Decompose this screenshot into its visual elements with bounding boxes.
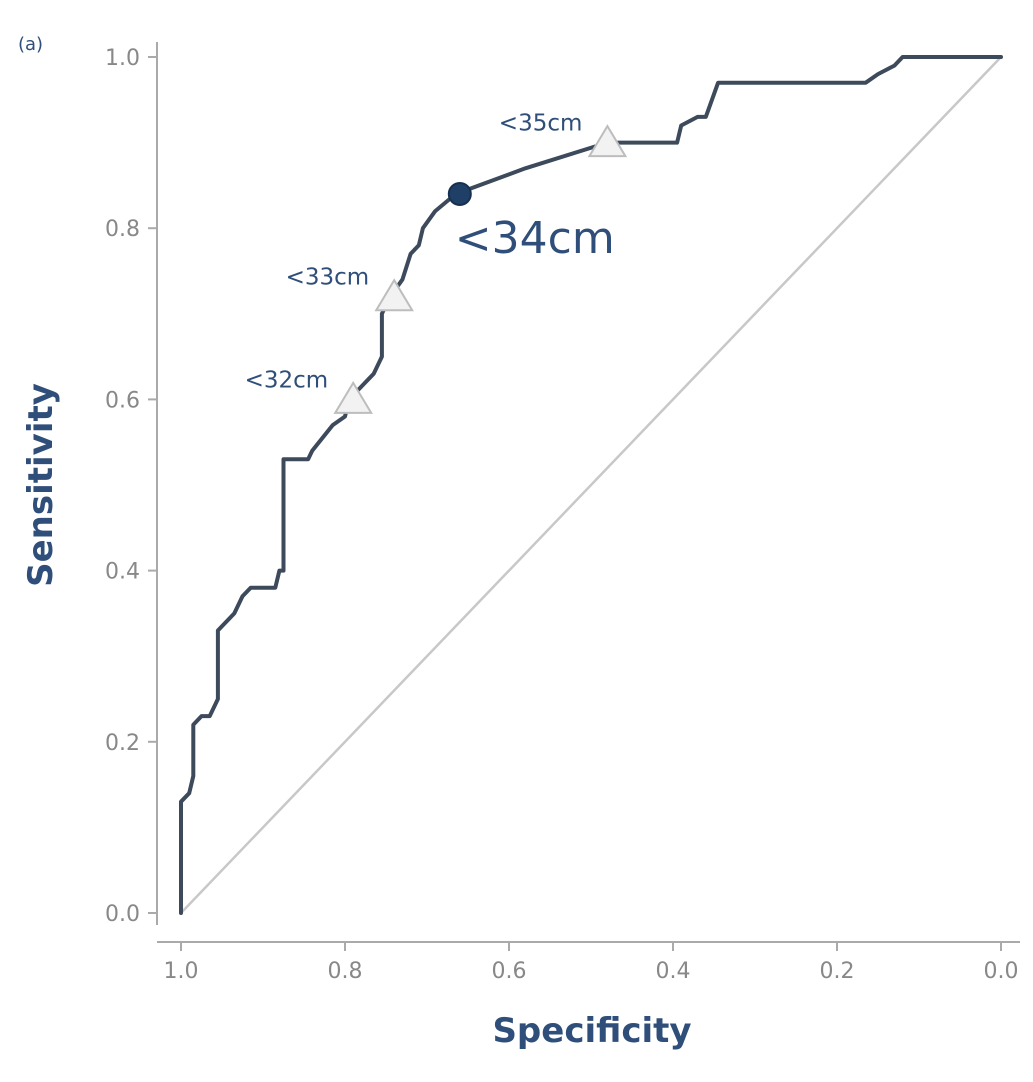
cutoff-marker-circle — [447, 181, 472, 206]
y-tick-label: 0.6 — [105, 388, 140, 413]
x-axis-title: Specificity — [492, 1011, 691, 1051]
y-axis-title: Sensitivity — [21, 383, 61, 587]
y-tick-label: 0.2 — [105, 731, 140, 756]
axes — [156, 42, 1020, 943]
cutoff-label: <34cm — [455, 213, 615, 264]
cutoff-marker-triangle — [333, 380, 373, 414]
y-tick-label: 0.8 — [105, 217, 140, 242]
y-tick-label: 1.0 — [105, 46, 140, 71]
annotation-layer: <35cm <34cm <33cm <32cm — [245, 111, 628, 414]
cutoff-label: <33cm — [286, 265, 370, 291]
cutoff-marker-triangle — [587, 124, 628, 158]
cutoff-label: <32cm — [245, 367, 329, 393]
reference-diagonal-line — [179, 55, 1003, 915]
x-tick-label: 1.0 — [164, 959, 199, 984]
x-tick-label: 0.2 — [820, 959, 855, 984]
y-ticks: 0.0 0.2 0.4 0.6 0.8 1.0 — [105, 46, 157, 927]
y-tick-label: 0.4 — [105, 560, 140, 585]
x-tick-label: 0.4 — [656, 959, 691, 984]
y-tick-label: 0.0 — [105, 902, 140, 927]
cutoff-marker-triangle — [374, 278, 414, 312]
roc-curve-line — [179, 55, 1003, 915]
x-ticks: 1.0 0.8 0.6 0.4 0.2 0.0 — [164, 942, 1019, 984]
panel-label: (a) — [18, 34, 43, 55]
x-tick-label: 0.8 — [328, 959, 363, 984]
x-tick-label: 0.0 — [984, 959, 1019, 984]
x-tick-label: 0.6 — [492, 959, 527, 984]
cutoff-label: <35cm — [499, 111, 583, 137]
series-layer — [179, 55, 1003, 915]
